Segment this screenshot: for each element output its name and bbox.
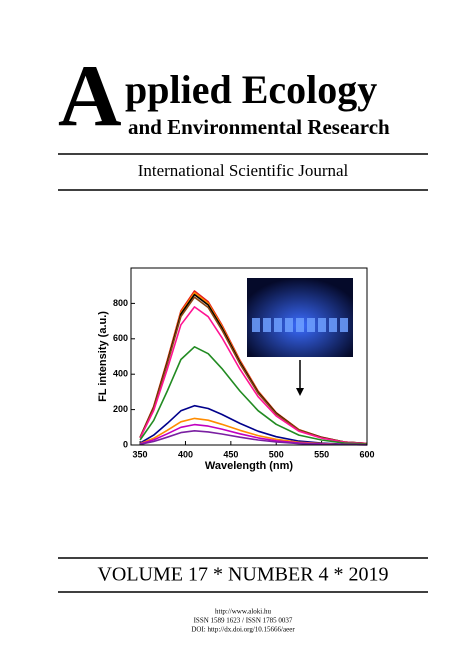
vial bbox=[318, 318, 326, 332]
tagline: International Scientific Journal bbox=[138, 161, 349, 180]
y-tick-label: 0 bbox=[123, 439, 128, 449]
doi: DOI: http://dx.doi.org/10.15666/aeer bbox=[191, 626, 295, 634]
line bbox=[139, 346, 368, 445]
vial bbox=[296, 318, 304, 332]
y-tick-label: 800 bbox=[113, 298, 128, 308]
vial bbox=[307, 318, 315, 332]
x-tick-label: 500 bbox=[269, 449, 284, 459]
vial bbox=[274, 318, 282, 332]
subtitle: and Environmental Research bbox=[128, 115, 390, 139]
x-tick-label: 600 bbox=[359, 449, 374, 459]
y-axis-label: FL intensity (a.u.) bbox=[97, 311, 109, 402]
volume: VOLUME 17 * NUMBER 4 * 2019 bbox=[97, 564, 388, 586]
inset-photo bbox=[247, 278, 353, 357]
url: http://www.aloki.hu bbox=[215, 608, 271, 616]
x-tick-label: 350 bbox=[133, 449, 148, 459]
plot-frame bbox=[130, 267, 368, 446]
vial bbox=[340, 318, 348, 332]
x-tick-label: 400 bbox=[178, 449, 193, 459]
chart: 0 200 400 600 800 350 400 450 500 550 600 Wavelengt… bbox=[97, 267, 375, 472]
arrow-head bbox=[296, 388, 304, 396]
y-tick-label: 400 bbox=[113, 369, 128, 379]
line bbox=[139, 430, 368, 446]
vial bbox=[329, 318, 337, 332]
vial bbox=[263, 318, 271, 332]
line bbox=[139, 306, 368, 445]
vial bbox=[285, 318, 293, 332]
x-axis-label: Wavelength (nm) bbox=[205, 460, 294, 472]
title: pplied Ecology bbox=[125, 67, 377, 112]
x-tick-label: 450 bbox=[223, 449, 238, 459]
title-initial: A bbox=[58, 48, 122, 145]
x-tick-label: 550 bbox=[314, 449, 329, 459]
y-tick-label: 600 bbox=[113, 333, 128, 343]
vial bbox=[252, 318, 260, 332]
y-tick-label: 200 bbox=[113, 404, 128, 414]
issn: ISSN 1589 1623 / ISSN 1785 0037 bbox=[194, 617, 293, 625]
